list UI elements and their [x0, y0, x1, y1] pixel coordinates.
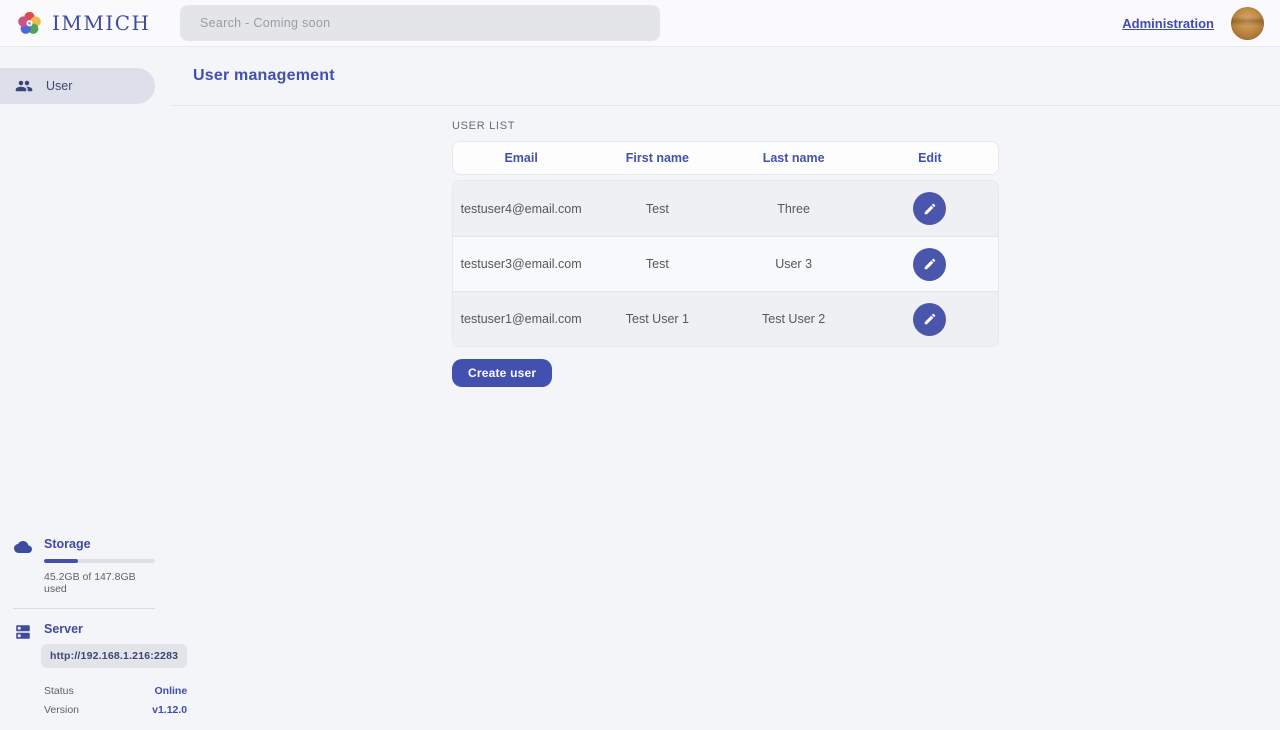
- cell-email: testuser4@email.com: [460, 201, 582, 216]
- server-url-badge: http://192.168.1.216:2283: [41, 644, 188, 668]
- status-value: Online: [154, 685, 188, 697]
- administration-link[interactable]: Administration: [1122, 15, 1214, 31]
- server-title: Server: [44, 622, 83, 636]
- storage-title: Storage: [44, 537, 91, 551]
- table-row: testuser1@email.com Test User 1 Test Use…: [453, 291, 998, 346]
- brand-home-link[interactable]: IMMICH: [16, 10, 180, 37]
- brand-name: IMMICH: [52, 11, 151, 35]
- column-header-edit: Edit: [918, 151, 942, 165]
- main-content: User management USER LIST Email First na…: [171, 47, 1280, 730]
- column-header-first-name: First name: [625, 151, 689, 165]
- sidebar: User Storage 45.2GB of 147.: [0, 47, 188, 730]
- version-value: v1.12.0: [152, 704, 188, 716]
- storage-section: Storage 45.2GB of 147.8GB used: [0, 537, 155, 595]
- cell-last-name: Three: [777, 201, 810, 216]
- version-label: Version: [44, 704, 80, 716]
- column-header-last-name: Last name: [762, 151, 825, 165]
- cloud-icon: [14, 537, 44, 595]
- cell-email: testuser1@email.com: [460, 312, 582, 326]
- column-header-email: Email: [504, 151, 538, 165]
- sidebar-footer: Storage 45.2GB of 147.8GB used: [0, 537, 188, 730]
- cell-first-name: Test: [645, 257, 669, 271]
- page-header: User management: [171, 47, 1280, 106]
- pencil-icon: [923, 312, 937, 326]
- server-icon: [14, 622, 44, 716]
- users-icon: [15, 77, 33, 95]
- table-row: testuser3@email.com Test User 3: [453, 236, 998, 291]
- cell-first-name: Test: [645, 201, 669, 216]
- cell-last-name: Test User 2: [762, 312, 826, 326]
- immich-flower-logo-icon: [16, 10, 43, 37]
- page-title: User management: [193, 67, 335, 84]
- storage-usage-text: 45.2GB of 147.8GB used: [44, 571, 136, 595]
- topbar-right: Administration: [1122, 6, 1264, 40]
- search-bar[interactable]: [180, 5, 660, 41]
- user-list-panel: USER LIST Email First name Last name Edi…: [452, 120, 999, 387]
- edit-user-button[interactable]: [913, 192, 947, 225]
- search-input[interactable]: [198, 15, 642, 31]
- user-table-body: testuser4@email.com Test Three: [452, 180, 999, 347]
- edit-user-button[interactable]: [913, 302, 947, 336]
- user-table-header: Email First name Last name Edit: [452, 141, 999, 175]
- server-version-row: Version v1.12.0: [44, 704, 187, 716]
- pencil-icon: [923, 202, 937, 216]
- app-shell: User Storage 45.2GB of 147.: [0, 47, 1280, 730]
- storage-progress-bar: [44, 559, 155, 563]
- user-avatar[interactable]: [1231, 6, 1264, 40]
- pencil-icon: [923, 257, 937, 271]
- user-list-label: USER LIST: [452, 120, 516, 132]
- server-section: Server http://192.168.1.216:2283 Status …: [0, 622, 188, 716]
- cell-first-name: Test User 1: [625, 312, 689, 326]
- cell-email: testuser3@email.com: [460, 257, 582, 271]
- create-user-button[interactable]: Create user: [452, 359, 553, 387]
- sidebar-item-user[interactable]: User: [0, 68, 155, 104]
- cell-last-name: User 3: [775, 257, 813, 271]
- top-navigation-bar: IMMICH Administration: [0, 0, 1280, 47]
- sidebar-footer-divider: [13, 608, 155, 609]
- storage-progress-fill: [44, 559, 78, 563]
- status-label: Status: [44, 685, 74, 697]
- server-status-row: Status Online: [44, 685, 187, 697]
- table-row: testuser4@email.com Test Three: [453, 181, 998, 236]
- edit-user-button[interactable]: [913, 247, 947, 281]
- sidebar-item-user-label: User: [46, 79, 73, 93]
